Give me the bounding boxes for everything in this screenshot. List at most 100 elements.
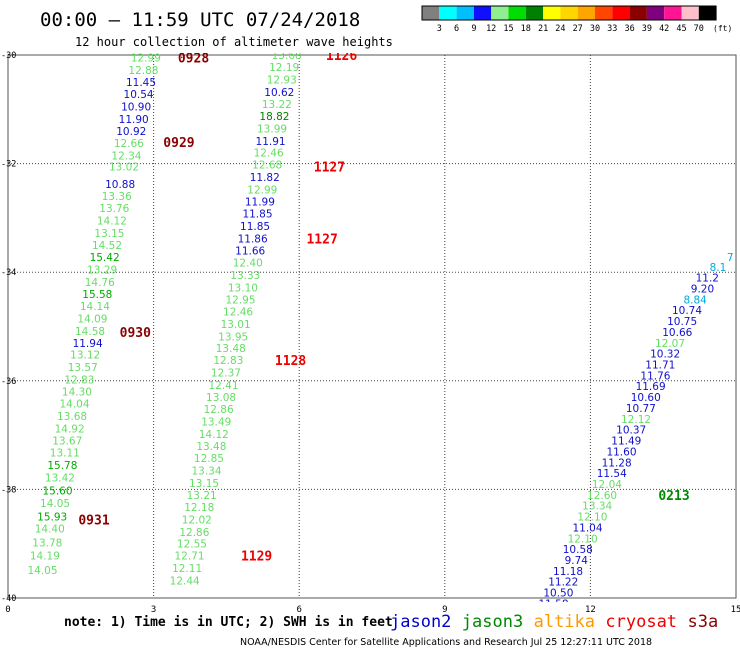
swh-value: 10.50 xyxy=(543,588,573,600)
swh-value: 12.04 xyxy=(592,479,622,491)
x-tick-label: 6 xyxy=(296,605,301,615)
swh-value: 13.36 xyxy=(102,191,132,203)
chart-title: 00:00 — 11:59 UTC 07/24/2018 xyxy=(40,9,360,31)
swh-value: 11.45 xyxy=(126,77,156,89)
color-swatch xyxy=(543,6,561,20)
color-scale-label: 3 xyxy=(437,24,442,34)
swh-value: 11.91 xyxy=(256,136,286,148)
swh-value: 12.46 xyxy=(254,148,284,160)
satellite-legend: jason2 jason3 altika cryosat s3a xyxy=(390,612,718,632)
y-tick-label: -36 xyxy=(1,377,16,387)
swh-value: 13.78 xyxy=(32,538,62,550)
swh-value: 10.88 xyxy=(105,179,135,191)
swh-value: 14.14 xyxy=(80,301,110,313)
swh-value: 11.76 xyxy=(640,370,670,382)
swh-value: 13.95 xyxy=(218,331,248,343)
color-scale-label: 70 xyxy=(694,24,704,34)
swh-value: 13.67 xyxy=(52,436,82,448)
color-scale-unit: (ft) xyxy=(713,24,732,33)
swh-value: 7 xyxy=(727,252,734,264)
x-tick-label: 0 xyxy=(5,605,10,615)
satellite-legend-entry: cryosat xyxy=(605,612,677,632)
swh-value: 13.34 xyxy=(191,465,221,477)
swh-value: 11.22 xyxy=(548,577,578,589)
swh-value: 12.44 xyxy=(170,576,200,588)
color-scale-label: 15 xyxy=(503,24,513,34)
swh-value: 15.93 xyxy=(37,512,67,524)
swh-value: 13.12 xyxy=(70,350,100,362)
swh-value: 18.82 xyxy=(259,111,289,123)
swh-value: 12.41 xyxy=(208,380,238,392)
color-swatch xyxy=(629,6,647,20)
swh-value: 13.49 xyxy=(201,417,231,429)
swh-value: 13.22 xyxy=(262,99,292,111)
color-scale-label: 30 xyxy=(590,24,600,34)
time-label: 1129 xyxy=(241,550,272,565)
swh-value: 9.74 xyxy=(565,555,589,567)
color-scale-label: 39 xyxy=(642,24,652,34)
swh-value: 13.48 xyxy=(196,441,226,453)
color-scale-label: 33 xyxy=(607,24,617,34)
y-tick-label: -32 xyxy=(1,160,16,170)
swh-value: 12.40 xyxy=(233,257,263,269)
swh-value: 11.66 xyxy=(235,245,265,257)
swh-value: 12.18 xyxy=(184,502,214,514)
color-scale-label: 45 xyxy=(676,24,686,34)
swh-value: 10.77 xyxy=(626,403,656,415)
swh-value: 11.71 xyxy=(645,360,675,372)
color-swatch xyxy=(473,6,492,20)
swh-value: 13.02 xyxy=(109,161,139,173)
swh-value: 15.42 xyxy=(90,252,120,264)
swh-value: 10.62 xyxy=(264,87,294,99)
swh-value: 12.19 xyxy=(269,62,299,74)
swh-value: 12.02 xyxy=(182,514,212,526)
swh-value: 12.83 xyxy=(213,355,243,367)
color-scale-legend: 3 6 9 12 15 18 21 24 27 30 33 36 39 42 45 70 xyxy=(421,5,717,34)
color-swatch xyxy=(577,6,595,20)
swh-value: 14.05 xyxy=(40,498,70,510)
swh-value: 8.84 xyxy=(683,294,707,306)
color-swatch xyxy=(456,6,474,20)
swh-value: 10.32 xyxy=(650,349,680,361)
swh-value: 12.60 xyxy=(587,490,617,502)
swh-value: 14.05 xyxy=(27,565,57,577)
time-label: 0213 xyxy=(658,489,689,504)
swh-value: 13.15 xyxy=(189,478,219,490)
color-scale-label: 36 xyxy=(624,24,634,34)
color-scale-frame xyxy=(421,5,717,21)
time-label: 0930 xyxy=(120,326,151,341)
time-label: 1126 xyxy=(326,49,357,64)
swh-value: 14.09 xyxy=(77,313,107,325)
swh-value: 12.34 xyxy=(111,150,141,162)
time-label: 1127 xyxy=(306,233,337,248)
swh-value: 12.88 xyxy=(128,65,158,77)
swh-value: 10.92 xyxy=(116,126,146,138)
swh-value: 13.68 xyxy=(57,411,87,423)
satellite-legend-entry: jason3 xyxy=(462,612,523,632)
swh-value: 13.11 xyxy=(50,447,80,459)
swh-value: 13.99 xyxy=(257,123,287,135)
swh-value: 13.08 xyxy=(206,392,236,404)
color-swatch xyxy=(681,6,699,20)
color-swatch xyxy=(508,6,526,20)
swh-value: 14.92 xyxy=(55,424,85,436)
swh-value: 10.54 xyxy=(124,89,154,101)
swh-value: 14.40 xyxy=(35,523,65,535)
swh-value: 12.12 xyxy=(621,414,651,426)
swh-value: 12.68 xyxy=(252,160,282,172)
satellite-legend-entry: jason2 xyxy=(390,612,451,632)
swh-value: 12.10 xyxy=(577,512,607,524)
color-swatch xyxy=(525,6,544,20)
swh-value: 13.76 xyxy=(99,203,129,215)
color-scale-label: 42 xyxy=(659,24,669,34)
swh-value: 12.86 xyxy=(179,527,209,539)
swh-value: 12.83 xyxy=(64,375,94,387)
swh-value: 11.85 xyxy=(240,221,270,233)
swh-value: 13.68 xyxy=(272,50,302,62)
color-swatch xyxy=(595,6,613,20)
color-swatch xyxy=(664,6,682,20)
swh-value: 11.58 xyxy=(538,598,568,610)
color-swatch xyxy=(612,6,630,20)
swh-value: 12.07 xyxy=(655,338,685,350)
swh-value: 11.90 xyxy=(119,114,149,126)
